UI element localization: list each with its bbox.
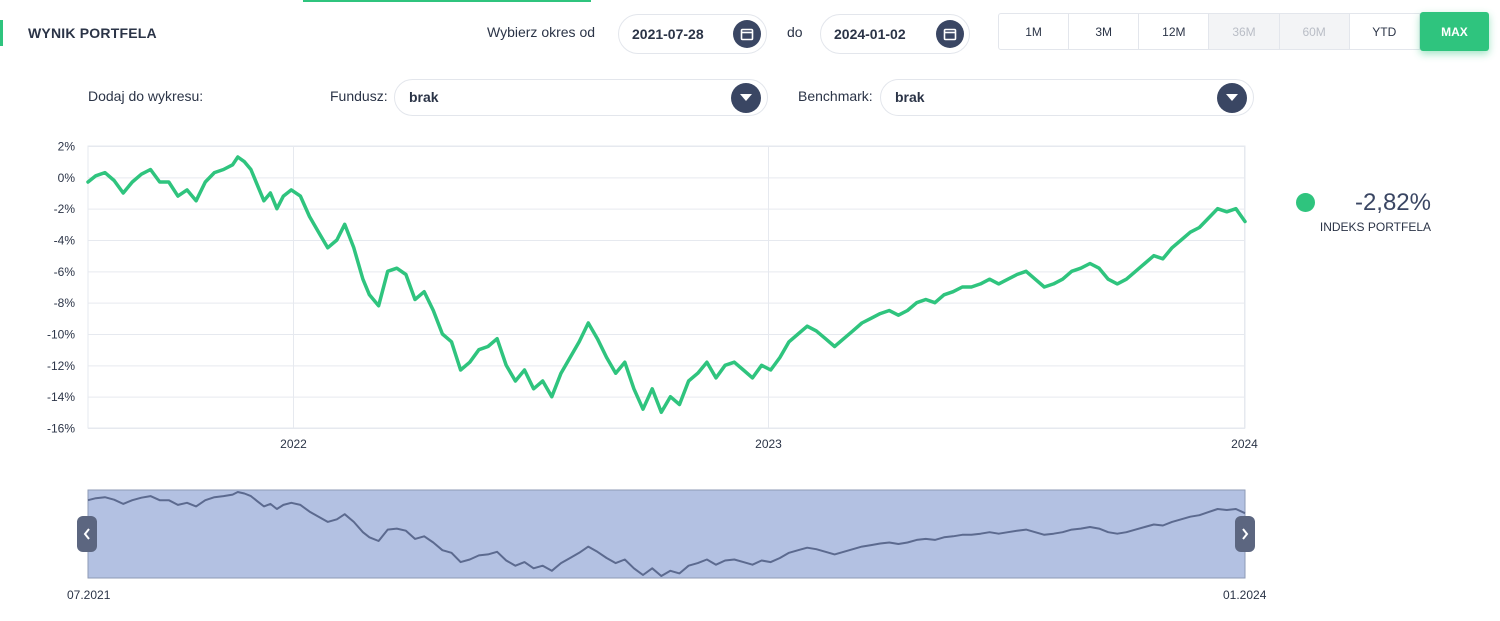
y-tick-label: -10% (47, 328, 75, 342)
y-tick-label: 2% (58, 140, 76, 154)
navigator-series-line (87, 491, 1246, 577)
range-navigator[interactable] (0, 480, 1290, 585)
period-label: 60M (1302, 24, 1326, 39)
series-line-portfolio-index (86, 155, 1247, 415)
y-tick-label: 0% (58, 171, 76, 185)
x-tick-label: 2024 (1231, 437, 1258, 451)
y-tick-label: -12% (47, 359, 75, 373)
y-tick-label: -4% (54, 234, 76, 248)
period-1m-button[interactable]: 1M (999, 14, 1070, 49)
top-accent-bar (303, 0, 591, 2)
benchmark-select[interactable]: brak (880, 79, 1254, 116)
benchmark-label: Benchmark: (798, 88, 873, 104)
period-label: YTD (1372, 24, 1397, 39)
period-60m-button[interactable]: 60M (1279, 14, 1350, 49)
chevron-down-icon[interactable] (731, 83, 761, 113)
period-to-label: do (787, 24, 803, 40)
period-from-label: Wybierz okres od (487, 24, 596, 40)
navigator-left-handle[interactable] (77, 516, 97, 552)
benchmark-select-value: brak (895, 89, 925, 105)
y-tick-label: -14% (47, 390, 75, 404)
legend-value: -2,82% (1354, 189, 1431, 216)
navigator-end-label: 01.2024 (1223, 588, 1267, 602)
date-from-value: 2021-07-28 (632, 26, 704, 42)
period-label: 1M (1025, 24, 1042, 39)
fund-select-value: brak (409, 89, 439, 105)
period-36m-button[interactable]: 36M (1209, 14, 1280, 49)
section-title: WYNIK PORTFELA (28, 25, 157, 41)
y-tick-label: -16% (47, 422, 75, 436)
x-tick-label: 2022 (280, 437, 307, 451)
y-tick-label: -8% (54, 296, 76, 310)
period-3m-button[interactable]: 3M (1069, 14, 1140, 49)
calendar-icon[interactable] (733, 20, 761, 48)
date-to-value: 2024-01-02 (834, 26, 906, 42)
chevron-down-icon[interactable] (1217, 83, 1247, 113)
x-tick-label: 2023 (755, 437, 782, 451)
navigator-right-handle[interactable] (1235, 516, 1255, 552)
y-tick-label: -2% (54, 202, 76, 216)
fund-select[interactable]: brak (394, 79, 768, 116)
period-label: 3M (1095, 24, 1113, 39)
date-to-field[interactable]: 2024-01-02 (820, 14, 970, 54)
calendar-icon[interactable] (936, 20, 964, 48)
period-12m-button[interactable]: 12M (1139, 14, 1210, 49)
fund-label: Fundusz: (330, 88, 388, 104)
legend-series-name: INDEKS PORTFELA (1319, 220, 1431, 234)
period-max-button[interactable]: MAX (1419, 12, 1489, 51)
navigator-selection (87, 489, 1246, 579)
y-tick-label: -6% (54, 265, 76, 279)
portfolio-line-chart[interactable]: 2% 0% -2% -4% -6% -8% -10% -12% -14% -16% 2022 2023… (0, 130, 1290, 460)
period-selector: 1M 3M 12M 36M 60M YTD MAX (998, 12, 1489, 51)
period-ytd-button[interactable]: YTD (1350, 14, 1420, 49)
plot-area (87, 145, 1246, 429)
period-label: MAX (1441, 24, 1468, 39)
date-from-field[interactable]: 2021-07-28 (618, 14, 767, 54)
navigator-start-label: 07.2021 (67, 588, 111, 602)
add-to-chart-label: Dodaj do wykresu: (88, 88, 204, 104)
period-label: 36M (1232, 24, 1256, 39)
title-marker (0, 20, 3, 46)
legend-marker[interactable] (1296, 193, 1315, 212)
period-label: 12M (1162, 24, 1186, 39)
